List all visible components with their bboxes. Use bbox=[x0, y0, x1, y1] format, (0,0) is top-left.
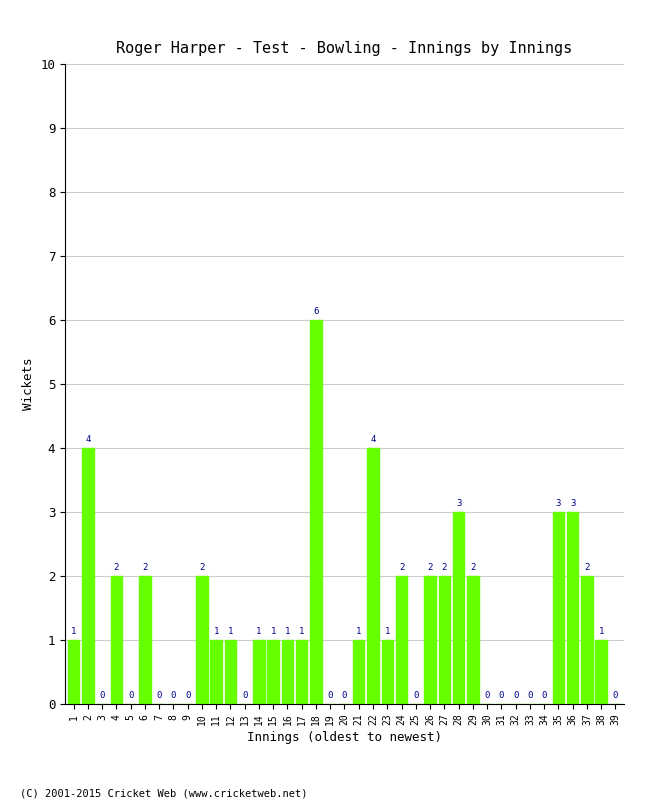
Text: 1: 1 bbox=[213, 627, 219, 636]
Bar bbox=[139, 576, 151, 704]
Text: 0: 0 bbox=[484, 691, 490, 700]
Bar bbox=[396, 576, 408, 704]
Text: 3: 3 bbox=[570, 499, 575, 508]
Bar bbox=[254, 640, 265, 704]
Bar bbox=[353, 640, 365, 704]
Text: 2: 2 bbox=[399, 563, 404, 572]
Bar bbox=[467, 576, 478, 704]
Bar bbox=[310, 320, 322, 704]
Bar bbox=[82, 448, 94, 704]
Text: 0: 0 bbox=[328, 691, 333, 700]
Text: 0: 0 bbox=[541, 691, 547, 700]
Text: 0: 0 bbox=[527, 691, 532, 700]
Text: 0: 0 bbox=[413, 691, 419, 700]
Text: 2: 2 bbox=[470, 563, 476, 572]
Text: 2: 2 bbox=[142, 563, 148, 572]
Text: 2: 2 bbox=[427, 563, 433, 572]
Text: 0: 0 bbox=[185, 691, 190, 700]
Bar bbox=[424, 576, 436, 704]
Title: Roger Harper - Test - Bowling - Innings by Innings: Roger Harper - Test - Bowling - Innings … bbox=[116, 41, 573, 56]
Text: 1: 1 bbox=[285, 627, 290, 636]
Bar bbox=[68, 640, 79, 704]
Bar bbox=[382, 640, 393, 704]
Text: 6: 6 bbox=[313, 307, 318, 316]
Bar bbox=[296, 640, 307, 704]
Bar bbox=[595, 640, 607, 704]
Text: 3: 3 bbox=[456, 499, 462, 508]
Bar bbox=[225, 640, 236, 704]
Text: 3: 3 bbox=[556, 499, 561, 508]
Text: 1: 1 bbox=[385, 627, 390, 636]
Text: 1: 1 bbox=[299, 627, 304, 636]
Text: 2: 2 bbox=[199, 563, 205, 572]
Text: 1: 1 bbox=[599, 627, 604, 636]
Bar bbox=[196, 576, 207, 704]
Text: 0: 0 bbox=[513, 691, 518, 700]
Bar bbox=[211, 640, 222, 704]
Text: 4: 4 bbox=[85, 435, 90, 444]
Text: 2: 2 bbox=[584, 563, 590, 572]
Bar bbox=[581, 576, 593, 704]
Bar bbox=[552, 512, 564, 704]
Text: 0: 0 bbox=[242, 691, 248, 700]
Bar bbox=[111, 576, 122, 704]
Text: 0: 0 bbox=[128, 691, 133, 700]
X-axis label: Innings (oldest to newest): Innings (oldest to newest) bbox=[247, 731, 442, 744]
Text: (C) 2001-2015 Cricket Web (www.cricketweb.net): (C) 2001-2015 Cricket Web (www.cricketwe… bbox=[20, 788, 307, 798]
Text: 0: 0 bbox=[613, 691, 618, 700]
Text: 1: 1 bbox=[270, 627, 276, 636]
Text: 2: 2 bbox=[441, 563, 447, 572]
Text: 1: 1 bbox=[356, 627, 361, 636]
Text: 0: 0 bbox=[499, 691, 504, 700]
Bar bbox=[439, 576, 450, 704]
Text: 0: 0 bbox=[157, 691, 162, 700]
Text: 0: 0 bbox=[171, 691, 176, 700]
Bar bbox=[567, 512, 578, 704]
Text: 0: 0 bbox=[342, 691, 347, 700]
Bar bbox=[453, 512, 464, 704]
Bar bbox=[367, 448, 379, 704]
Text: 1: 1 bbox=[227, 627, 233, 636]
Text: 0: 0 bbox=[99, 691, 105, 700]
Y-axis label: Wickets: Wickets bbox=[21, 358, 34, 410]
Text: 1: 1 bbox=[256, 627, 262, 636]
Text: 2: 2 bbox=[114, 563, 119, 572]
Bar bbox=[268, 640, 279, 704]
Text: 1: 1 bbox=[71, 627, 76, 636]
Bar bbox=[281, 640, 293, 704]
Text: 4: 4 bbox=[370, 435, 376, 444]
